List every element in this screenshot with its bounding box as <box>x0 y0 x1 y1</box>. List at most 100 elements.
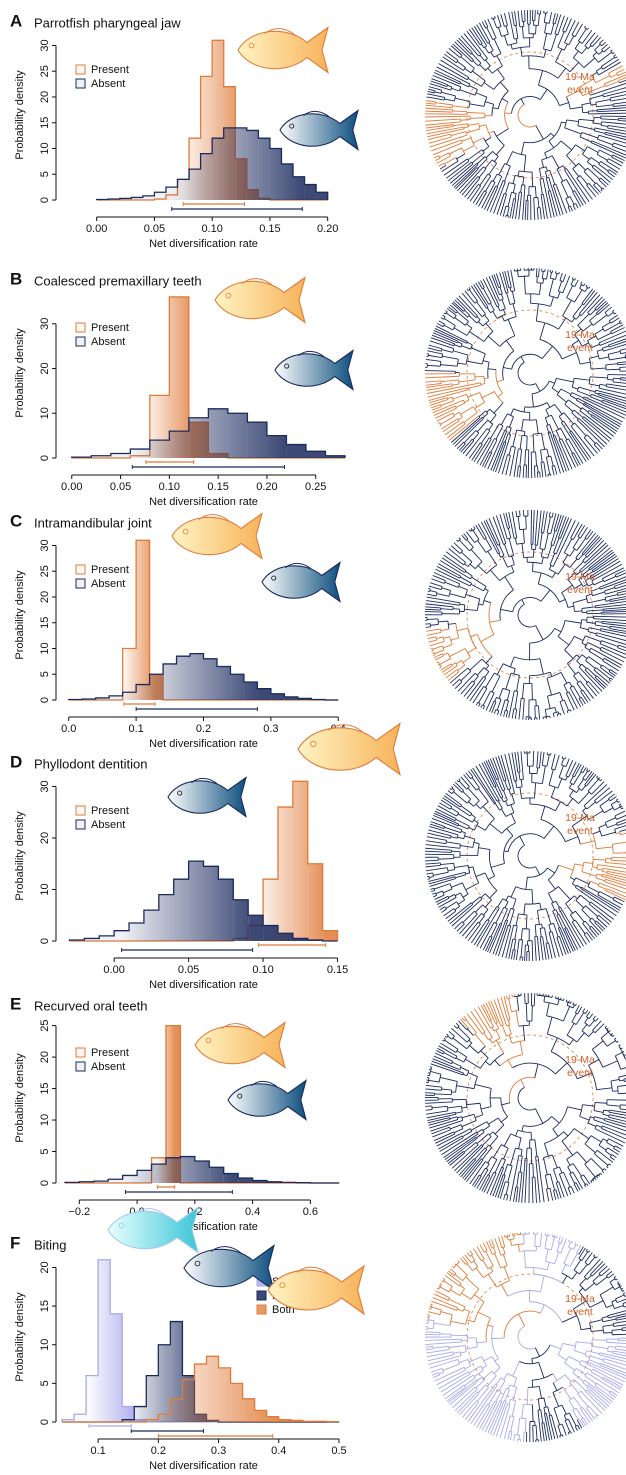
histogram-bin <box>159 895 174 941</box>
tree-branch <box>477 528 484 539</box>
tree-arc <box>591 1180 593 1182</box>
tree-branch <box>565 1421 570 1432</box>
tree-branch <box>463 792 471 800</box>
tree-branch <box>600 1367 626 1378</box>
tree-arc <box>484 331 493 341</box>
tree-branch <box>447 430 457 437</box>
tree-branch <box>470 118 485 119</box>
tree-branch <box>611 98 626 101</box>
tree-branch <box>579 163 586 170</box>
tree-branch <box>540 179 542 194</box>
tree-branch <box>607 1142 615 1147</box>
tree-branch <box>610 1157 613 1159</box>
tree-arc <box>500 1055 523 1066</box>
tree-branch <box>587 1423 588 1425</box>
tree-label: 19-Ma <box>565 329 595 341</box>
tree-branch <box>481 384 485 385</box>
tree-branch <box>499 767 504 781</box>
tree-arc <box>485 27 487 28</box>
tree-branch <box>457 781 458 782</box>
tree-branch <box>485 1061 490 1065</box>
tree-arc <box>549 122 561 141</box>
tree-branch <box>594 1393 609 1406</box>
tree-branch <box>592 1041 603 1050</box>
tree-branch <box>546 909 551 925</box>
tree-branch <box>548 1407 550 1416</box>
fish-icon <box>298 724 400 775</box>
tree-branch <box>553 1190 555 1197</box>
tree-branch <box>437 324 439 325</box>
tree-branch <box>582 103 591 105</box>
tree-branch <box>479 125 486 127</box>
tree-branch <box>463 1019 464 1020</box>
tree-branch <box>455 1027 457 1028</box>
tree-branch <box>497 380 504 382</box>
tree-arc <box>608 1346 609 1351</box>
tree-branch <box>623 328 625 329</box>
tree-branch <box>568 1419 573 1430</box>
tree-branch <box>540 928 541 936</box>
tree-arc <box>511 291 515 292</box>
tree-branch <box>576 1004 577 1006</box>
tree-branch <box>506 18 508 25</box>
tree-branch <box>455 875 466 878</box>
tree-branch <box>506 932 512 958</box>
tree-arc <box>517 543 525 544</box>
tree-branch <box>487 308 490 313</box>
tree-branch <box>438 806 453 814</box>
tree-branch <box>560 1436 561 1438</box>
x-tick-label: 0.20 <box>317 223 338 235</box>
tree-arc <box>549 569 558 574</box>
histogram-bin <box>271 694 284 700</box>
tree-branch <box>594 1111 603 1113</box>
legend-label: Absent <box>91 578 125 590</box>
x-tick-label: 0.4 <box>245 1206 260 1218</box>
tree-branch <box>569 682 572 687</box>
tree-branch <box>428 103 436 104</box>
tree-branch <box>429 595 436 596</box>
tree-branch <box>510 288 511 292</box>
tree-branch <box>614 1038 616 1039</box>
tree-label: 19-Ma <box>565 571 595 583</box>
tree-branch <box>619 389 626 392</box>
tree-arc <box>508 925 511 926</box>
tree-branch <box>452 684 453 685</box>
tree-branch <box>516 513 517 517</box>
tree-branch <box>609 1115 615 1116</box>
tree-branch <box>612 1358 626 1363</box>
tree-branch <box>443 1120 458 1124</box>
legend-swatch <box>76 65 85 74</box>
tree-branch <box>474 526 475 528</box>
tree-arc <box>430 589 431 592</box>
tree-arc <box>473 867 479 883</box>
tree-branch <box>510 459 513 476</box>
tree-branch <box>471 348 485 354</box>
tree-branch <box>602 1126 611 1129</box>
tree-branch <box>440 659 451 665</box>
tree-arc <box>611 1035 612 1037</box>
tree-branch <box>490 1021 493 1027</box>
tree-branch <box>512 12 513 16</box>
tree-branch <box>435 160 437 161</box>
tree-arc <box>500 590 513 620</box>
tree-arc <box>568 206 570 207</box>
tree-arc <box>519 1156 523 1157</box>
tree-branch <box>582 37 586 43</box>
tree-branch <box>619 145 626 149</box>
tree-branch <box>618 595 626 598</box>
tree-branch <box>428 1121 435 1123</box>
tree-branch <box>548 432 552 445</box>
tree-branch <box>536 452 537 466</box>
tree-branch <box>590 1417 593 1421</box>
panel-letter: C <box>10 511 22 530</box>
tree-arc <box>592 1340 593 1346</box>
tree-branch <box>552 466 554 473</box>
tree-branch <box>462 1114 474 1118</box>
panel-letter: A <box>10 11 22 30</box>
tree-branch <box>615 668 619 671</box>
tree-branch <box>609 1132 626 1140</box>
tree-branch <box>461 688 467 694</box>
tree-arc <box>448 621 449 629</box>
tree-branch <box>493 108 499 109</box>
tree-branch <box>592 1014 593 1016</box>
